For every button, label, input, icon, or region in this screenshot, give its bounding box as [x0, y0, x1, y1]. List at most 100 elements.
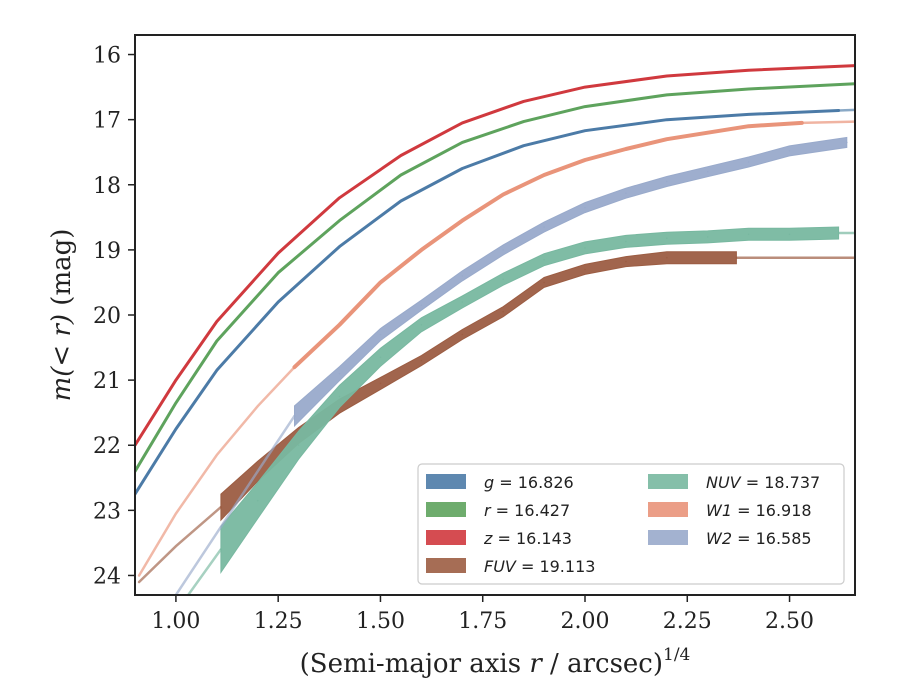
series-nuv-extension [186, 548, 223, 595]
series-nuv-point [338, 395, 341, 398]
series-fuv-point [220, 506, 222, 508]
series-w2-point [502, 249, 505, 251]
series-w2-band [294, 136, 848, 428]
series-r-point [216, 340, 218, 342]
series-g-point [584, 129, 586, 132]
series-w1-point [706, 131, 709, 134]
series-fuv-extension [137, 505, 223, 584]
series-w1-point [420, 249, 423, 251]
series-r-point [400, 174, 402, 176]
series-w2-point [846, 141, 848, 144]
series-w2-point [338, 372, 341, 375]
series-g-point [747, 113, 750, 116]
series-g-extension [837, 108, 855, 112]
x-tick-label: 1.75 [458, 609, 507, 634]
series-w2-point [293, 415, 296, 417]
series-nuv-point [379, 356, 382, 359]
series-z-point [461, 122, 464, 124]
series-nuv-point [747, 233, 750, 236]
series-w1-point [338, 324, 341, 326]
series-w1-point [293, 366, 296, 368]
series-z-point [584, 86, 586, 88]
series-g-point [400, 200, 402, 202]
series-nuv-point [256, 499, 259, 502]
series-z-point [338, 197, 341, 199]
series-nuv-point [584, 247, 586, 249]
series-nuv-point [625, 240, 627, 243]
series-z-point [277, 252, 280, 254]
legend-label: FUV = 19.113 [484, 557, 595, 576]
series-fuv-point [625, 260, 627, 263]
series-nuv-point [543, 258, 545, 261]
y-tick-label: 19 [93, 239, 121, 264]
legend-box [417, 463, 845, 585]
series-nuv-point [706, 236, 709, 238]
x-tick-label: 1.00 [151, 609, 200, 634]
series-nuv-point [420, 324, 423, 326]
x-tick-label: 1.50 [356, 609, 405, 634]
series-w1-point [461, 219, 464, 222]
series-w1-point [543, 174, 545, 176]
series-nuv-point [666, 237, 668, 239]
series-g-point [461, 167, 464, 170]
series-z-point [175, 379, 177, 381]
x-tick-label: 2.50 [765, 609, 814, 634]
series-w1-extension [137, 365, 296, 577]
legend-swatch [648, 474, 688, 489]
y-tick-label: 16 [93, 44, 121, 69]
legend-swatch [648, 530, 688, 545]
series-g-line [135, 109, 841, 496]
legend-swatch [426, 502, 466, 517]
series-w2-point [379, 333, 382, 336]
series-w2-point [706, 170, 709, 173]
series-w1-point [625, 148, 627, 150]
series-fuv-band [220, 251, 737, 522]
series-z-point [216, 320, 218, 323]
series-w1-point [584, 159, 586, 161]
series-g-point [338, 245, 341, 248]
y-tick-label: 24 [93, 564, 121, 589]
series-nuv-point [837, 232, 840, 234]
series-r-point [461, 141, 464, 144]
series-nuv-point [502, 278, 505, 281]
y-tick-label: 21 [93, 369, 121, 394]
x-tick-label: 1.25 [254, 609, 303, 634]
series-fuv-point [379, 382, 382, 385]
y-tick-label: 22 [93, 434, 121, 459]
x-tick-label: 2.25 [663, 609, 712, 634]
series-r-point [522, 120, 525, 123]
series-fuv-point [420, 359, 423, 362]
series-fuv-point [666, 256, 668, 259]
legend-label: W1 = 16.918 [706, 501, 812, 520]
series-w2-point [747, 161, 750, 163]
y-tick-label: 20 [93, 304, 121, 329]
series-r-point [666, 94, 668, 96]
x-tick-label: 2.00 [561, 609, 610, 634]
series-nuv-band [220, 226, 840, 575]
series-r-point [175, 402, 177, 404]
series-nuv-point [788, 233, 791, 236]
series-w1-point [502, 193, 505, 196]
series-r-point [584, 105, 586, 108]
series-z-point [666, 75, 668, 77]
series-g-point [175, 428, 177, 430]
legend-label: W2 = 16.585 [706, 529, 812, 548]
y-tick-label: 18 [93, 174, 121, 199]
series-nuv-point [220, 548, 222, 551]
series-fuv-point [502, 310, 505, 313]
legend-swatch [426, 474, 466, 489]
series-g-point [666, 118, 668, 121]
series-w2-point [625, 192, 627, 194]
series-nuv-point [297, 444, 300, 447]
legend-label: r = 16.427 [484, 501, 570, 520]
series-z-point [400, 154, 402, 157]
series-z-point [522, 100, 525, 103]
series-w1-point [666, 138, 668, 140]
series-w2-point [788, 150, 791, 152]
series-w2-point [666, 180, 668, 183]
legend-label: g = 16.826 [484, 473, 574, 492]
y-axis-label: m(< r) (mag) [47, 229, 77, 402]
legend-label: z = 16.143 [483, 529, 572, 548]
series-w2-point [584, 206, 586, 209]
